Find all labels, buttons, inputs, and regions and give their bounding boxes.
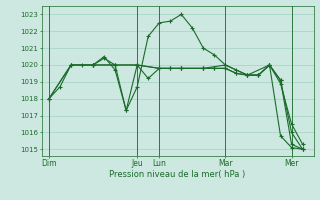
X-axis label: Pression niveau de la mer( hPa ): Pression niveau de la mer( hPa ) bbox=[109, 170, 246, 179]
